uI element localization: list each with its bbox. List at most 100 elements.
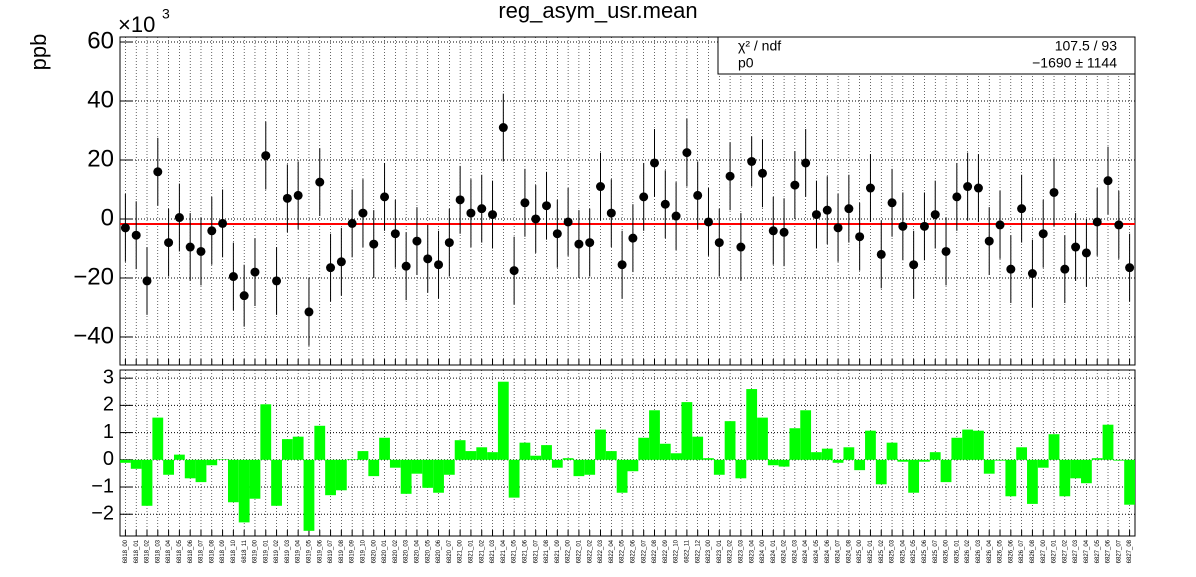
bar [670, 453, 682, 460]
bar [616, 459, 628, 493]
point [315, 177, 325, 187]
point [649, 158, 659, 168]
point [120, 223, 130, 233]
point [336, 257, 346, 267]
bar [508, 459, 520, 498]
bar [1027, 459, 1038, 504]
bar [281, 439, 293, 460]
bar [973, 430, 984, 460]
x-tick-label: 6819_00 [253, 539, 259, 563]
point [412, 236, 422, 246]
bar [994, 459, 1006, 461]
x-tick-label: 6825_03 [890, 539, 896, 563]
point [703, 217, 713, 227]
point [1103, 176, 1113, 186]
bar [778, 459, 790, 467]
bar [314, 425, 326, 460]
bar [638, 437, 650, 460]
x-tick-label: 6827_03 [1073, 539, 1079, 563]
x-tick-label: 6820_04 [415, 539, 421, 563]
bar [832, 459, 844, 463]
axis-multiplier-exponent: 3 [162, 6, 170, 22]
x-tick-label: 6827_07 [1116, 539, 1122, 563]
bar [1070, 459, 1082, 479]
y-tick-label: −1 [91, 475, 114, 497]
point [142, 276, 152, 286]
x-tick-label: 6824_02 [782, 539, 788, 563]
point [250, 267, 260, 277]
point [876, 249, 886, 259]
x-tick-label: 6825_07 [933, 539, 939, 563]
point [164, 238, 174, 248]
point [811, 210, 821, 220]
bar [530, 455, 542, 460]
point [531, 214, 541, 224]
bar [951, 437, 963, 460]
stats-value: −1690 ± 1144 [1032, 55, 1117, 71]
bar [983, 459, 995, 474]
point [207, 226, 217, 236]
x-tick-label: 6822_01 [576, 539, 582, 563]
bar [476, 447, 488, 460]
point [736, 242, 746, 252]
point [639, 192, 649, 202]
y-tick-label: 0 [101, 204, 114, 231]
y-tick-label: 40 [87, 86, 114, 113]
bar [152, 417, 164, 460]
point [1049, 187, 1059, 197]
point [930, 210, 940, 220]
x-tick-label: 6826_01 [954, 539, 960, 563]
x-tick-label: 6818_03 [155, 539, 161, 563]
x-tick-label: 6818_09 [220, 539, 226, 563]
x-tick-label: 6827_08 [1127, 539, 1133, 563]
bar [1037, 459, 1049, 468]
point [898, 221, 908, 231]
x-tick-label: 6820_03 [404, 539, 410, 563]
bar [519, 442, 531, 460]
x-tick-label: 6824_06 [825, 539, 831, 563]
point [801, 158, 811, 168]
point [1060, 264, 1070, 274]
point [239, 291, 249, 301]
point [790, 180, 800, 190]
x-tick-label: 6823_00 [706, 539, 712, 563]
point [261, 151, 271, 161]
x-tick-label: 6826_03 [976, 539, 982, 563]
x-tick-label: 6821_06 [522, 539, 528, 563]
bar [584, 459, 596, 475]
x-tick-label: 6822_04 [609, 539, 615, 563]
x-tick-label: 6825_04 [900, 539, 906, 563]
point [963, 182, 973, 192]
point [574, 239, 584, 249]
bar [1059, 459, 1071, 497]
point [174, 213, 184, 223]
x-tick-label: 6821_05 [512, 539, 518, 563]
bar [487, 452, 498, 460]
chart-title: reg_asym_usr.mean [498, 0, 697, 23]
plot-frame [119, 36, 1136, 366]
bar [389, 459, 401, 468]
stats-value: 107.5 / 93 [1055, 38, 1117, 54]
bar [400, 459, 412, 494]
x-tick-label: 6818_10 [231, 539, 237, 563]
bar [1124, 459, 1135, 505]
x-tick-label: 6818_04 [166, 539, 172, 563]
bar [929, 452, 941, 460]
point [1027, 269, 1037, 279]
point [498, 123, 508, 133]
point [768, 226, 778, 236]
point [293, 190, 303, 200]
point [380, 192, 390, 202]
bar [800, 410, 812, 460]
x-tick-label: 6822_00 [566, 539, 572, 563]
point [1017, 204, 1027, 214]
point [995, 220, 1005, 230]
point [725, 171, 735, 181]
bar [595, 429, 606, 460]
point [347, 218, 357, 228]
y-tick-label: −40 [73, 322, 114, 349]
point [1071, 242, 1081, 252]
point [1006, 264, 1016, 274]
bar [206, 459, 218, 466]
x-tick-label: 6818_01 [134, 539, 140, 563]
